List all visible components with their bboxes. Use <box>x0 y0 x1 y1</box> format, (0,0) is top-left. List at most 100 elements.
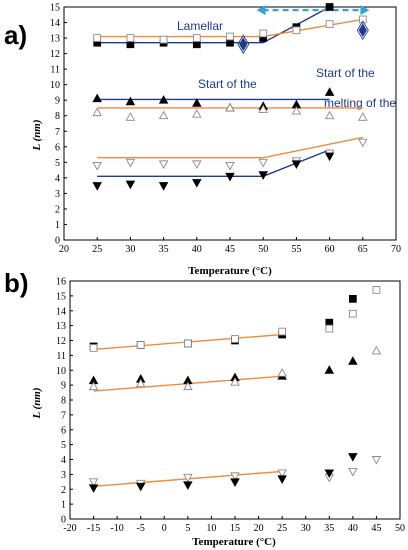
panel-a-point-triangle-up-open <box>291 105 302 115</box>
panel-b-xlabel: Temperature (°C) <box>192 536 276 548</box>
panel-b-y-tick-label: 2 <box>61 485 66 496</box>
panel-a-point-triangle-down-open <box>125 158 136 168</box>
panel-b-y-tick-label: 16 <box>56 277 66 288</box>
panel-a-x-tick-label: 55 <box>291 244 301 255</box>
panel-a-point-triangle-up-open <box>258 104 268 113</box>
panel-b-y-tick-label: 5 <box>61 440 66 451</box>
panel-b-y-tick-label: 9 <box>61 381 66 392</box>
panel-a-point-square-open <box>192 34 201 42</box>
annotation-lamellar: Lamellar <box>177 19 223 33</box>
panel-a-point-triangle-down-open <box>158 160 169 170</box>
panel-a-point-triangle-up-open <box>225 102 235 112</box>
panel-b-point-triangle-down-filled <box>88 484 99 493</box>
panel-b-y-tick-label: 12 <box>56 336 66 347</box>
panel-b-x-tick-label: 15 <box>230 523 240 534</box>
panel-a-y-tick-label: 9 <box>55 96 60 107</box>
panel-b-x-tick-label: -10 <box>110 523 123 534</box>
panel-b-point-triangle-down-open <box>348 467 358 477</box>
panel-b-y-tick-label: 10 <box>56 366 66 377</box>
panel-a-fit-line <box>97 136 363 159</box>
panel-a-point-square-filled <box>325 3 334 11</box>
panel-a-y-tick-label: 10 <box>50 80 60 91</box>
panel-a-xlabel: Temperature (°C) <box>188 265 272 277</box>
panel-a-point-triangle-down-open <box>225 161 235 171</box>
panel-b-point-triangle-up-open <box>230 377 240 386</box>
panel-a-point-diamond-filled-outline <box>237 34 250 55</box>
panel-b-point-triangle-up-open <box>277 368 287 377</box>
panel-a-y-tick-label: 15 <box>50 3 60 14</box>
panel-a-point-triangle-up-open <box>358 112 368 121</box>
panel-a-y-tick-label: 11 <box>50 65 60 76</box>
panel-a-point-triangle-down-open <box>258 158 268 168</box>
panel-a-x-tick-label: 45 <box>225 244 235 255</box>
panel-b-x-tick-label: 45 <box>371 523 381 534</box>
panel-a-x-tick-label: 50 <box>258 244 268 255</box>
panel-b-point-triangle-down-filled <box>183 481 193 490</box>
panel-b-point-square-open <box>349 309 357 318</box>
panel-a-ylabel: L (nm) <box>31 119 43 151</box>
panel-b-y-tick-label: 11 <box>56 351 66 362</box>
panel-a-range-arrow-left-head <box>256 5 266 16</box>
panel-b-y-tick-label: 7 <box>61 410 66 421</box>
panel-b-point-triangle-down-open <box>277 469 287 479</box>
plot-layer: 20 25 30 35 40 45 50 55 60 65 70012345678910111213… <box>50 3 405 535</box>
panel-b-y-tick-label: 0 <box>61 515 66 526</box>
panel-a-y-tick-label: 5 <box>55 158 60 169</box>
panel-b-x-tick-label: -15 <box>87 523 100 534</box>
panel-b-y-tick-label: 1 <box>61 500 66 511</box>
panel-a-point-triangle-down-filled <box>125 180 136 190</box>
panel-a-point-triangle-down-filled <box>291 160 302 170</box>
panel-a-fit-line <box>97 6 330 44</box>
panel-a-point-square-open <box>126 34 135 42</box>
panel-a-y-tick-label: 7 <box>55 127 60 138</box>
panel-b-point-square-open <box>231 335 239 343</box>
panel-a-point-triangle-down-open <box>92 161 102 171</box>
panel-b-x-tick-label: 20 <box>254 523 264 534</box>
panel-a-y-tick-label: 12 <box>50 49 60 60</box>
panel-a-point-square-open <box>358 15 367 24</box>
annotation-start-1: Start of the <box>198 77 257 91</box>
panel-b-y-tick-label: 15 <box>56 291 66 302</box>
panel-b-y-tick-label: 8 <box>61 396 66 407</box>
panel-b-point-triangle-down-filled <box>324 469 335 479</box>
panel-a-point-triangle-down-open <box>358 138 368 148</box>
panel-a-x-tick-label: 40 <box>192 244 202 255</box>
panel-b-x-tick-label: 30 <box>301 523 311 534</box>
panel-a-y-tick-label: 8 <box>55 111 60 122</box>
panel-a-point-triangle-down-filled <box>225 172 235 182</box>
panel-a-x-tick-label: 35 <box>159 244 169 255</box>
panel-a-x-tick-label: 65 <box>358 244 368 255</box>
panel-a-point-square-open <box>325 20 334 28</box>
panel-b-ylabel: L (nm) <box>31 387 43 419</box>
panel-b-point-square-open <box>184 339 192 348</box>
annotation-melting: melting of the <box>324 96 396 110</box>
panel-b-point-triangle-up-open <box>88 381 99 391</box>
panel-a-range-arrow-right-head <box>360 5 370 16</box>
panel-b-point-square-open <box>89 344 98 352</box>
panel-b-y-tick-label: 14 <box>56 306 66 317</box>
panel-a-point-diamond-filled <box>358 23 367 38</box>
panel-b-point-triangle-down-open <box>88 478 99 487</box>
panel-b-x-tick-label: 10 <box>206 523 216 534</box>
panel-a-point-triangle-up-filled <box>158 95 169 104</box>
panel-a-point-square-open <box>259 29 268 38</box>
panel-b-point-square-filled <box>349 295 357 303</box>
panel-b-x-tick-label: 0 <box>162 523 167 534</box>
panel-a-point-triangle-down-filled <box>158 182 169 191</box>
panel-b-x-tick-label: -5 <box>137 523 145 534</box>
panel-a-label: a) <box>4 20 27 50</box>
panel-a-y-tick-label: 4 <box>55 173 60 184</box>
panel-a-x-tick-label: 60 <box>325 244 335 255</box>
panel-a-y-tick-label: 2 <box>55 204 60 215</box>
panel-a-point-triangle-up-filled <box>92 93 102 103</box>
panel-b-x-tick-label: 40 <box>348 523 358 534</box>
panel-a-point-triangle-down-filled <box>324 152 335 162</box>
panel-b-point-triangle-down-filled <box>135 482 146 492</box>
panel-a-point-triangle-up-filled <box>125 96 136 106</box>
panel-b-point-triangle-down-filled <box>277 475 287 484</box>
panel-b-point-square-open <box>372 286 381 294</box>
panel-a-y-tick-label: 14 <box>50 18 60 29</box>
panel-a-point-triangle-up-open <box>158 110 169 120</box>
panel-a-point-square-open <box>292 26 301 35</box>
panel-b-x-tick-label: 35 <box>324 523 334 534</box>
